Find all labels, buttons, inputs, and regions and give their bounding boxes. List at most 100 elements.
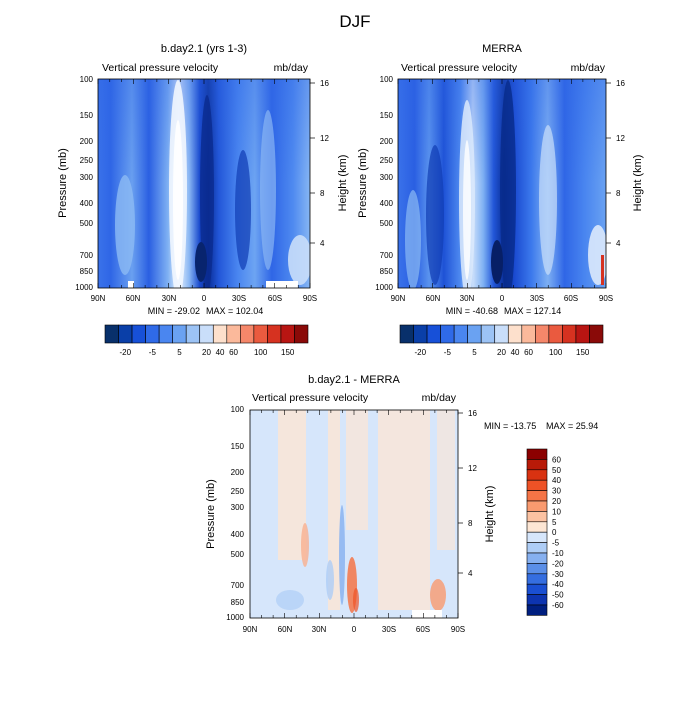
colorbar-label: 50 [552,466,561,475]
colorbar-swatch [507,324,523,344]
colorbar-swatch [575,324,590,344]
height-tick-label: 12 [468,464,477,473]
colorbar-swatch [589,324,604,344]
figure-title: DJF [339,12,370,31]
colorbar-swatch [158,324,173,344]
axis-ticks [249,410,459,618]
height-tick-label: 12 [616,134,625,143]
x-tick-label: 60S [268,294,282,303]
colorbar-swatch [131,324,146,344]
y-tick-label: 1000 [375,283,393,292]
x-tick-label: 90N [91,294,106,303]
colorbar-swatch [172,324,187,344]
x-tick-label: 0 [500,294,505,303]
colorbar-label: 40 [216,348,225,357]
colorbar-swatch [526,459,548,471]
colorbar-swatch [212,324,228,344]
colorbar-label: 150 [576,348,590,357]
colorbar-swatch [253,324,268,344]
colorbar-label: 100 [549,348,563,357]
colorbar-label: 20 [202,348,211,357]
y-tick-label: 100 [231,405,245,414]
x-tick-label: 30N [460,294,475,303]
y-tick-label: 200 [231,468,245,477]
panel-title: b.day2.1 - MERRA [308,374,400,386]
colorbar-swatch [562,324,577,344]
y-tick-label: 700 [231,581,245,590]
colorbar-swatch [526,542,548,554]
colorbar-swatch [118,324,133,344]
y-axis-right-label: Height (km) [632,155,644,212]
y-tick-label: 150 [380,111,394,120]
colorbar-label: 5 [472,348,477,357]
colorbar-label: 0 [552,528,557,537]
contour-field [250,410,458,618]
height-tick-label: 16 [320,79,329,88]
contour-field [98,79,310,288]
colorbar-label: 20 [552,497,561,506]
colorbar-swatch [440,324,455,344]
x-tick-label: 0 [352,625,357,634]
colorbar-label: 60 [229,348,238,357]
y-tick-label: 1000 [75,283,93,292]
colorbar-swatch [199,324,214,344]
y-axis-right-label: Height (km) [484,486,496,543]
colorbar-swatch [480,324,496,344]
y-tick-label: 400 [231,530,245,539]
min-label: MIN = -40.68 [446,306,498,316]
colorbar-label: 150 [281,348,295,357]
colorbar-label: 40 [552,476,561,485]
units-label: mb/day [422,392,457,404]
x-tick-label: 60N [426,294,441,303]
height-tick-label: 4 [616,239,621,248]
y-tick-label: 400 [80,199,94,208]
colorbar-swatch [526,448,548,460]
colorbar-swatch [526,521,548,533]
contour-field [398,79,606,288]
x-tick-label: 30S [232,294,246,303]
colorbar-swatch [521,324,536,344]
min-label: MIN = -13.75 [484,421,536,431]
y-axis-right: 16 12 8 4 [458,409,477,578]
y-tick-label: 250 [231,487,245,496]
x-axis: 90N 60N 30N 0 30S 60S 90S [243,625,465,634]
y-tick-label: 500 [80,219,94,228]
x-tick-label: 30S [530,294,544,303]
colorbar-swatch [413,324,428,344]
y-axis-right: 16 12 8 4 [606,79,625,248]
colorbar-label: 60 [524,348,533,357]
colorbar-swatch [535,324,550,344]
colorbar-swatch [526,604,548,616]
variable-label: Vertical pressure velocity [401,62,518,74]
colorbar-swatch [526,500,548,512]
colorbar-label: -5 [552,539,560,548]
colorbar-swatch [294,324,309,344]
colorbar-swatch [526,531,548,543]
y-axis-right-label: Height (km) [337,155,349,212]
y-tick-label: 150 [80,111,94,120]
colorbar-label: 5 [177,348,182,357]
units-label: mb/day [571,62,606,74]
axis-ticks [397,79,607,288]
axis-ticks [97,79,311,288]
panel-title: b.day2.1 (yrs 1-3) [161,43,247,55]
colorbar-label: 10 [552,507,561,516]
colorbar-swatch [494,324,509,344]
panel-merra: MERRA Vertical pressure velocity mb/day … [357,43,644,357]
min-label: MIN = -29.02 [148,306,200,316]
colorbar-swatch [526,511,548,523]
colorbar-swatch [426,324,441,344]
colorbar-swatch [280,324,295,344]
colorbar-swatch [399,324,414,344]
height-tick-label: 16 [468,409,477,418]
height-tick-label: 8 [468,519,473,528]
x-tick-label: 90N [391,294,406,303]
height-tick-label: 4 [320,239,325,248]
colorbar-swatch [526,469,548,481]
colorbar-swatch [548,324,563,344]
colorbar-label: -50 [552,591,564,600]
colorbar-label: -5 [444,348,452,357]
y-tick-label: 1000 [226,613,244,622]
colorbar-swatch [104,324,119,344]
